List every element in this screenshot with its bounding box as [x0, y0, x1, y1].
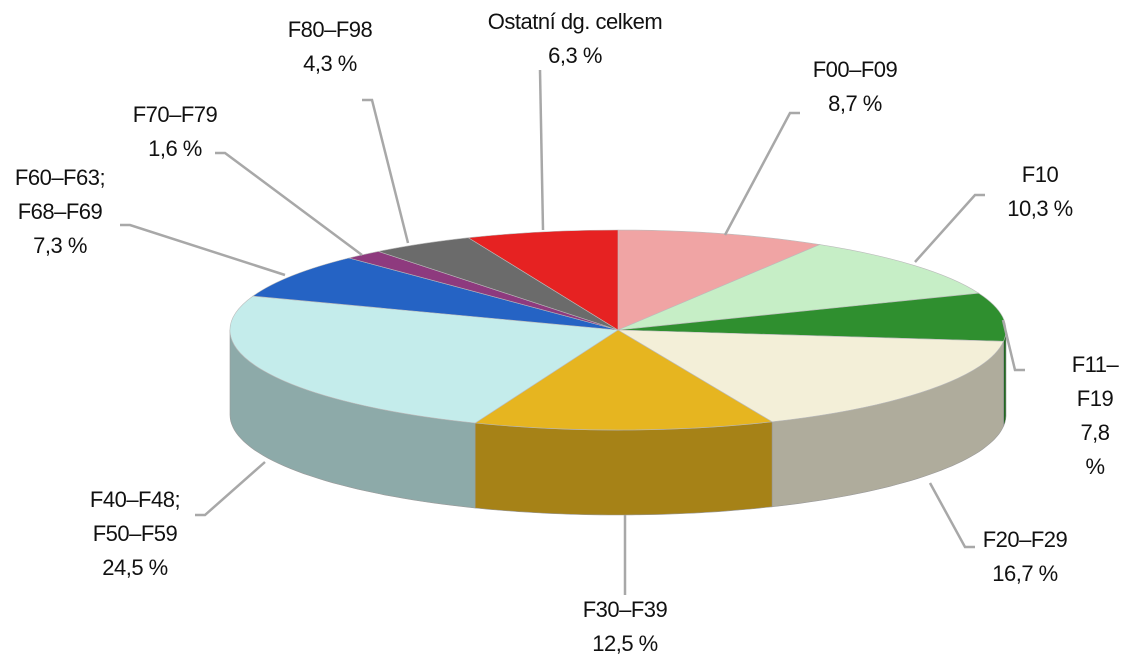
- slice: [617, 244, 980, 331]
- leader-line: [195, 461, 266, 517]
- value-label: 10,3 %: [1007, 196, 1073, 221]
- value-label: 7,3 %: [33, 233, 87, 258]
- category-label: F30–F39: [582, 597, 668, 622]
- value-label: 7,8 %: [1080, 420, 1110, 479]
- leader-line: [914, 193, 985, 263]
- leader-line: [215, 151, 363, 257]
- category-label: F11–F19: [1071, 352, 1119, 411]
- slice-side: [474, 421, 773, 516]
- leader-line: [120, 223, 286, 277]
- value-label: 4,3 %: [303, 51, 357, 76]
- slice-label: F40–F48; F50–F59 24,5 %: [89, 483, 181, 585]
- leader-line: [928, 482, 975, 549]
- value-label: 12,5 %: [592, 631, 658, 656]
- leader-line: [362, 98, 410, 244]
- category-label: F10: [1021, 162, 1059, 187]
- slice-label: F30–F39 12,5 %: [583, 593, 668, 661]
- category-label: F40–F48; F50–F59: [89, 487, 181, 546]
- category-label: F00–F09: [812, 57, 898, 82]
- value-label: 6,3 %: [548, 43, 602, 68]
- slice: [229, 295, 619, 424]
- slice-label: F70–F79 1,6 %: [133, 98, 218, 166]
- slice: [474, 329, 774, 431]
- category-label: F80–F98: [287, 17, 373, 42]
- slice: [252, 257, 619, 331]
- value-label: 8,7 %: [828, 91, 882, 116]
- category-label: Ostatní dg. celkem: [487, 9, 663, 34]
- slice-label: F00–F09 8,7 %: [813, 53, 898, 121]
- slice: [617, 292, 1007, 342]
- category-label: F60–F63; F68–F69: [14, 165, 106, 224]
- slice-label: F60–F63; F68–F69 7,3 %: [14, 161, 106, 263]
- leader-line: [1001, 319, 1025, 372]
- slice-label: F80–F98 4,3 %: [288, 13, 373, 81]
- value-label: 1,6 %: [148, 136, 202, 161]
- category-label: F20–F29: [982, 527, 1068, 552]
- slice: [616, 329, 1004, 423]
- value-label: 16,7 %: [992, 561, 1058, 586]
- slice-label: Ostatní dg. celkem 6,3 %: [487, 5, 663, 73]
- category-label: F70–F79: [132, 102, 218, 127]
- leader-line: [538, 69, 545, 231]
- slice-side: [1003, 330, 1007, 427]
- slice: [617, 229, 821, 331]
- slice-label: F11–F19 7,8 %: [1072, 348, 1119, 484]
- slice-label: F20–F29 16,7 %: [983, 523, 1068, 591]
- slice-label: F10 10,3 %: [1007, 158, 1073, 226]
- value-label: 24,5 %: [102, 555, 168, 580]
- leader-line: [723, 111, 800, 236]
- slice: [467, 229, 619, 331]
